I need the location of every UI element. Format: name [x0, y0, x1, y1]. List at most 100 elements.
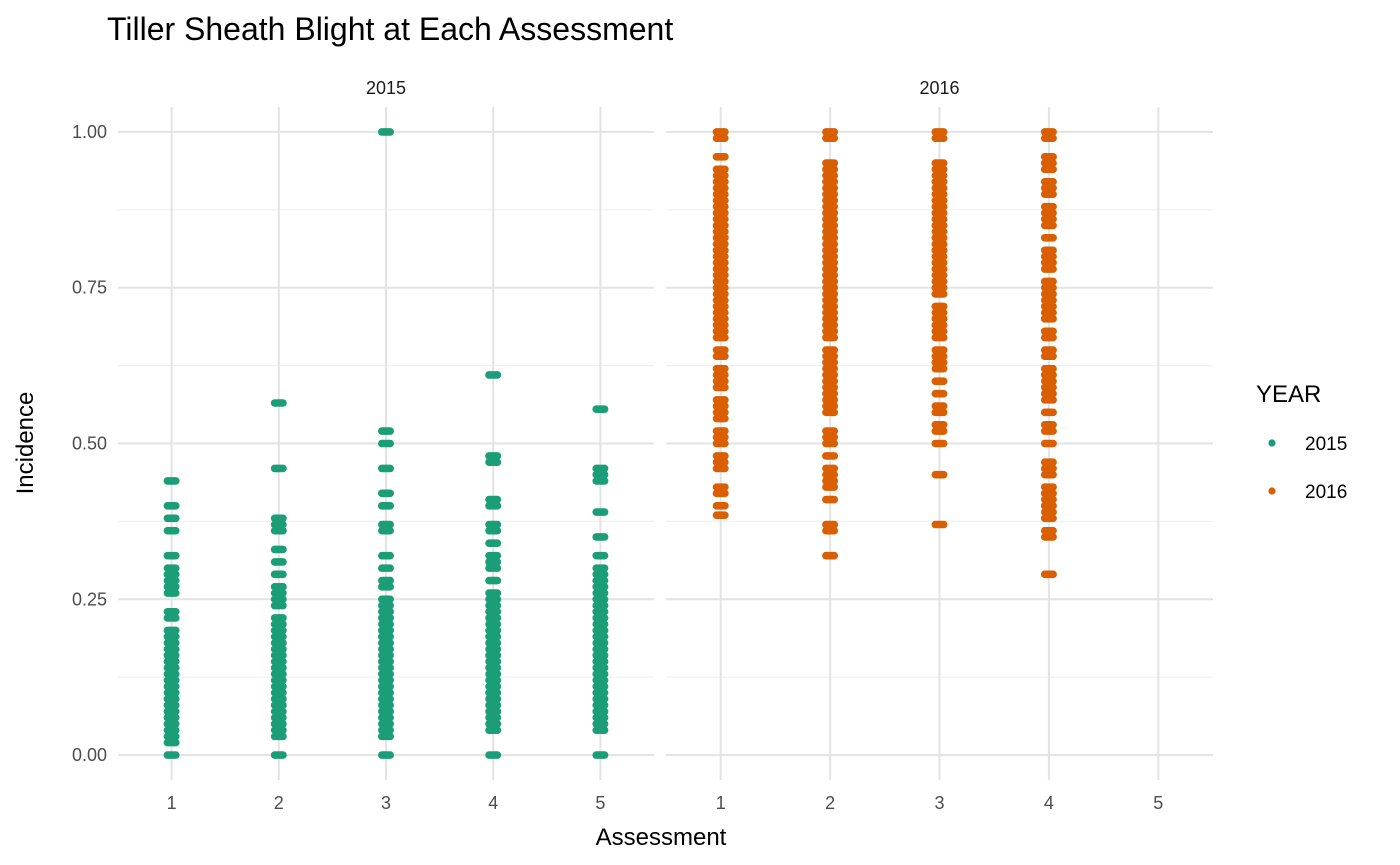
data-point	[822, 290, 839, 298]
facet-panel-2015: 2015 1 2 3 4 5	[118, 78, 654, 813]
data-point	[822, 358, 839, 367]
data-point	[712, 458, 729, 466]
data-point	[270, 632, 287, 641]
data-point	[931, 215, 948, 223]
data-point	[485, 676, 502, 685]
data-point	[931, 439, 948, 448]
data-point	[163, 664, 180, 672]
data-point	[931, 421, 948, 429]
data-point	[1040, 489, 1057, 498]
data-point	[270, 514, 287, 523]
data-point	[712, 414, 729, 423]
data-point	[485, 595, 502, 604]
data-point	[270, 676, 287, 685]
data-point	[931, 246, 948, 255]
x-tick-label: 4	[488, 793, 498, 813]
data-point	[378, 595, 394, 604]
data-point	[1040, 377, 1057, 385]
data-point	[163, 713, 180, 722]
y-axis-title: Incidence	[12, 392, 39, 495]
data-point	[712, 184, 729, 192]
data-point	[822, 283, 839, 292]
data-point	[822, 383, 839, 392]
facet-panel-2016: 2016 1 2 3 4 5	[666, 78, 1213, 813]
data-point	[1040, 283, 1057, 292]
data-point	[485, 720, 502, 728]
data-point	[931, 134, 948, 142]
data-point	[931, 128, 948, 136]
data-point	[822, 333, 839, 342]
data-point	[378, 601, 394, 610]
data-point	[822, 277, 839, 286]
data-point	[485, 452, 502, 460]
data-point	[1040, 302, 1057, 311]
data-point	[270, 520, 287, 529]
data-point	[931, 227, 948, 236]
y-tick-label: 0.00	[72, 745, 107, 765]
data-point	[592, 751, 609, 759]
data-point	[712, 352, 729, 361]
data-point	[1040, 495, 1057, 504]
data-point	[163, 639, 180, 647]
data-point	[485, 707, 502, 716]
data-point	[712, 402, 729, 410]
data-point	[378, 427, 394, 435]
data-point	[378, 707, 394, 716]
data-point	[1040, 327, 1057, 336]
data-point	[1040, 383, 1057, 392]
data-point	[822, 308, 839, 317]
data-point	[931, 171, 948, 180]
data-point	[592, 682, 609, 691]
data-point	[163, 607, 180, 616]
data-point	[378, 439, 394, 448]
data-point	[1040, 526, 1057, 535]
data-point	[592, 695, 609, 703]
data-point	[822, 246, 839, 255]
data-point	[378, 688, 394, 697]
data-point	[712, 134, 729, 142]
data-point	[1040, 258, 1057, 267]
legend-label: 2015	[1305, 434, 1347, 455]
data-point	[163, 614, 180, 622]
data-point	[485, 539, 502, 548]
data-point	[485, 670, 502, 678]
data-point	[485, 657, 502, 666]
data-point	[163, 720, 180, 728]
data-point	[485, 726, 502, 734]
data-point	[712, 165, 729, 174]
data-point	[1040, 315, 1057, 323]
data-point	[931, 271, 948, 280]
data-point	[592, 551, 609, 560]
data-point	[378, 576, 394, 585]
data-point	[712, 227, 729, 236]
legend-label: 2016	[1305, 482, 1347, 503]
data-point	[378, 564, 394, 572]
data-point	[592, 676, 609, 685]
data-point	[1040, 252, 1057, 261]
data-point	[822, 171, 839, 180]
data-point	[378, 583, 394, 591]
data-point	[712, 302, 729, 311]
data-point	[270, 526, 287, 535]
point-group-assessment-3	[931, 128, 948, 529]
point-group-assessment-1	[712, 128, 729, 519]
data-point	[1040, 514, 1057, 523]
data-point	[712, 371, 729, 379]
data-point	[378, 520, 394, 529]
data-point	[485, 495, 502, 504]
data-point	[1040, 570, 1057, 579]
data-point	[931, 258, 948, 267]
data-point	[822, 177, 839, 186]
point-group-assessment-1	[163, 477, 180, 759]
data-point	[592, 470, 609, 479]
data-point	[931, 321, 948, 329]
data-point	[485, 371, 502, 379]
data-point	[163, 751, 180, 759]
data-point	[378, 720, 394, 728]
data-point	[485, 651, 502, 660]
data-point	[931, 333, 948, 342]
data-point	[1040, 333, 1057, 342]
data-point	[163, 657, 180, 666]
x-tick-label: 4	[1044, 793, 1054, 813]
data-point	[270, 701, 287, 710]
